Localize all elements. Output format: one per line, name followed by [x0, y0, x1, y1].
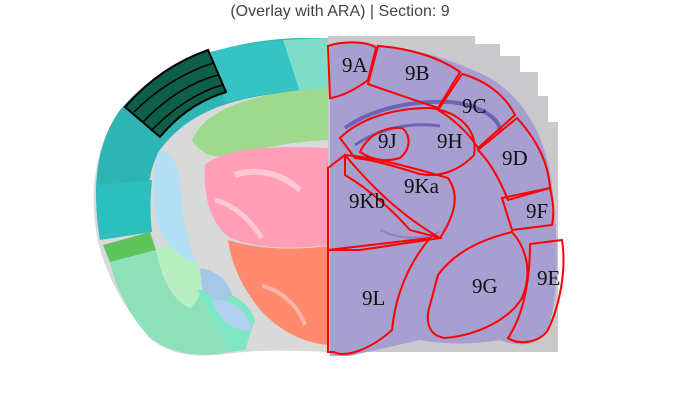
histology-section — [328, 36, 558, 357]
outline-9e — [506, 238, 565, 344]
outline-9g — [426, 230, 529, 340]
label-9l: 9L — [362, 286, 385, 310]
label-9c: 9C — [462, 94, 487, 118]
label-9j: 9J — [378, 129, 397, 153]
figure-title: (Overlay with ARA) | Section: 9 — [230, 3, 450, 20]
label-9f: 9F — [526, 199, 548, 223]
outline-9f — [500, 186, 555, 232]
ara-atlas-hemisphere — [93, 38, 328, 356]
outline-9c — [436, 72, 517, 150]
label-9b: 9B — [405, 61, 430, 85]
histology-tissue — [330, 43, 557, 357]
atlas-green-strip — [103, 232, 156, 262]
outline-9h — [338, 106, 476, 176]
atlas-cortex-inner — [96, 180, 152, 240]
label-9d: 9D — [502, 146, 528, 170]
atlas-cortex-light — [283, 38, 328, 92]
outline-9kb — [327, 153, 443, 251]
outline-9b — [366, 44, 462, 110]
outline-9ka — [344, 153, 456, 240]
label-9a: 9A — [342, 53, 369, 77]
label-9e: 9E — [537, 266, 560, 290]
outline-9l — [327, 236, 433, 355]
label-9kb: 9Kb — [349, 189, 385, 213]
atlas-hippocampus — [192, 88, 328, 157]
region-labels: 9A 9B 9C 9D 9E 9F 9G 9H 9J 9Ka 9Kb 9L — [342, 53, 560, 310]
outline-9d — [476, 116, 552, 202]
atlas-lower-region — [110, 250, 230, 355]
label-9g: 9G — [472, 274, 498, 298]
atlas-ventricle — [153, 151, 195, 262]
label-9ka: 9Ka — [404, 174, 440, 198]
outline-9a — [326, 41, 378, 100]
region-outlines — [326, 41, 565, 355]
label-9h: 9H — [437, 129, 463, 153]
